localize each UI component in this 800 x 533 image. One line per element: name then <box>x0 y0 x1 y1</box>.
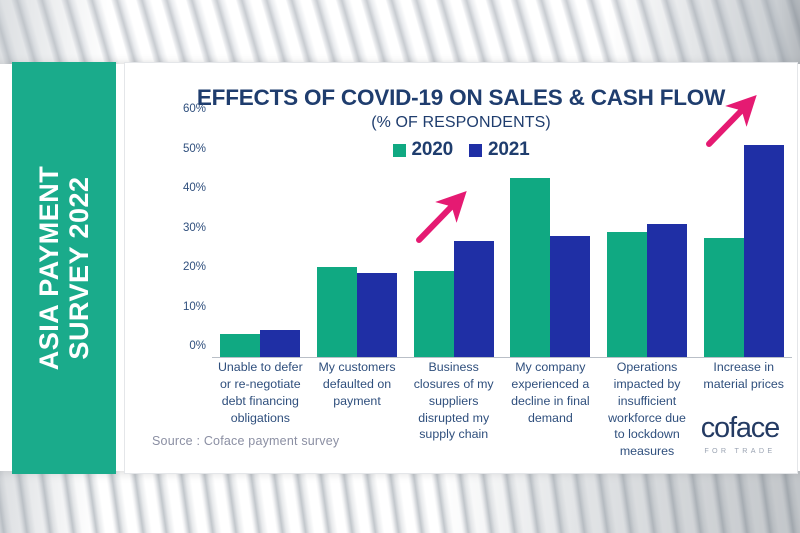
survey-banner-line-1: ASIA PAYMENT <box>33 165 64 371</box>
coface-logo: coface FOR TRADE <box>700 412 780 456</box>
y-axis-tick: 40% <box>182 182 206 195</box>
plot-area: 0% 10% 20% 30% 40% 50% 60% <box>172 94 792 358</box>
x-axis-category-label: Business closures of my suppliers disrupted… <box>413 360 494 442</box>
bar-groups <box>212 121 792 358</box>
survey-banner-line-2: SURVEY 2022 <box>64 176 94 360</box>
chart-card: EFFECTS OF COVID-19 ON SALES & CASH FLOW… <box>124 62 798 474</box>
chart-title: EFFECTS OF COVID-19 ON SALES & CASH FLOW <box>196 85 726 110</box>
x-axis-baseline <box>212 357 792 358</box>
bar-2021-2[interactable] <box>453 241 494 358</box>
chart-legend: 2020 2021 <box>125 139 797 161</box>
y-axis: 0% 10% 20% 30% 40% 50% 60% <box>172 103 206 358</box>
y-axis-tick: 10% <box>182 300 206 313</box>
bar-2021-0[interactable] <box>260 330 301 358</box>
chart-subtitle: (% OF RESPONDENTS) <box>371 114 551 131</box>
bar-2020-2[interactable] <box>413 271 454 358</box>
survey-banner: ASIA PAYMENT SURVEY 2022 <box>12 62 116 474</box>
x-axis-category-label: Unable to defer or re-negotiate debt finan… <box>217 360 303 425</box>
bar-2021-5[interactable] <box>743 144 784 358</box>
bar-group <box>405 121 502 358</box>
coface-logo-wordmark: coface <box>700 412 780 444</box>
y-axis-tick: 0% <box>189 340 206 352</box>
bar-2020-4[interactable] <box>607 231 648 358</box>
legend-swatch-2020 <box>392 143 406 157</box>
bar-group <box>599 121 696 358</box>
bar-2021-1[interactable] <box>357 273 397 358</box>
background-stripes-bottom <box>0 471 800 533</box>
x-axis-category-label: My customers defaulted on payment <box>318 360 396 408</box>
bar-2021-4[interactable] <box>647 223 688 358</box>
legend-item-2021: 2021 <box>469 139 530 161</box>
bar-2021-3[interactable] <box>550 235 591 358</box>
legend-label-2020: 2020 <box>411 139 454 160</box>
coface-logo-tagline: FOR TRADE <box>704 446 776 455</box>
bar-group <box>309 121 406 358</box>
legend-swatch-2021 <box>469 143 482 157</box>
bar-2020-1[interactable] <box>317 267 357 358</box>
y-axis-tick: 30% <box>182 221 206 234</box>
bar-2020-0[interactable] <box>220 334 261 358</box>
bar-group <box>695 121 792 358</box>
background-stripes-bottom-shading <box>0 471 800 533</box>
x-axis-category-label: Increase in material prices <box>703 360 784 391</box>
bars-region <box>212 94 792 358</box>
bar-2020-3[interactable] <box>510 178 551 358</box>
x-axis-category-labels: Unable to defer or re-negotiate debt finan… <box>212 359 792 460</box>
x-axis-category-label: My company experienced a decline in final d… <box>511 360 590 425</box>
survey-banner-text: ASIA PAYMENT SURVEY 2022 <box>34 166 94 371</box>
legend-label-2021: 2021 <box>488 139 530 160</box>
y-axis-tick: 60% <box>182 103 206 115</box>
y-axis-tick: 20% <box>182 261 206 274</box>
source-note: Source : Coface payment survey <box>152 434 340 448</box>
y-axis-tick: 50% <box>182 142 206 155</box>
bar-group <box>502 121 599 358</box>
background-stripes-top-shading <box>0 0 800 64</box>
x-axis-category-label: Operations impacted by insufficient workfor… <box>608 360 686 459</box>
legend-item-2020: 2020 <box>392 139 454 161</box>
bar-group <box>212 121 309 358</box>
bar-2020-5[interactable] <box>703 237 744 358</box>
